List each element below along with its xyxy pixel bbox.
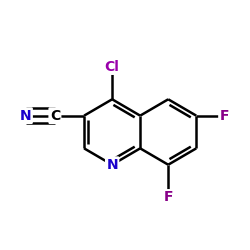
Text: Cl: Cl — [105, 60, 120, 74]
Text: F: F — [220, 109, 229, 123]
Text: N: N — [106, 158, 118, 172]
Text: C: C — [50, 109, 60, 123]
Text: N: N — [20, 109, 32, 123]
Text: F: F — [164, 190, 173, 204]
